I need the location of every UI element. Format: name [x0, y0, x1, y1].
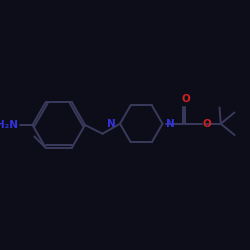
Text: O: O: [181, 94, 190, 104]
Text: O: O: [203, 119, 211, 129]
Text: H₂N: H₂N: [0, 120, 18, 130]
Text: N: N: [166, 119, 175, 129]
Text: N: N: [107, 119, 116, 129]
